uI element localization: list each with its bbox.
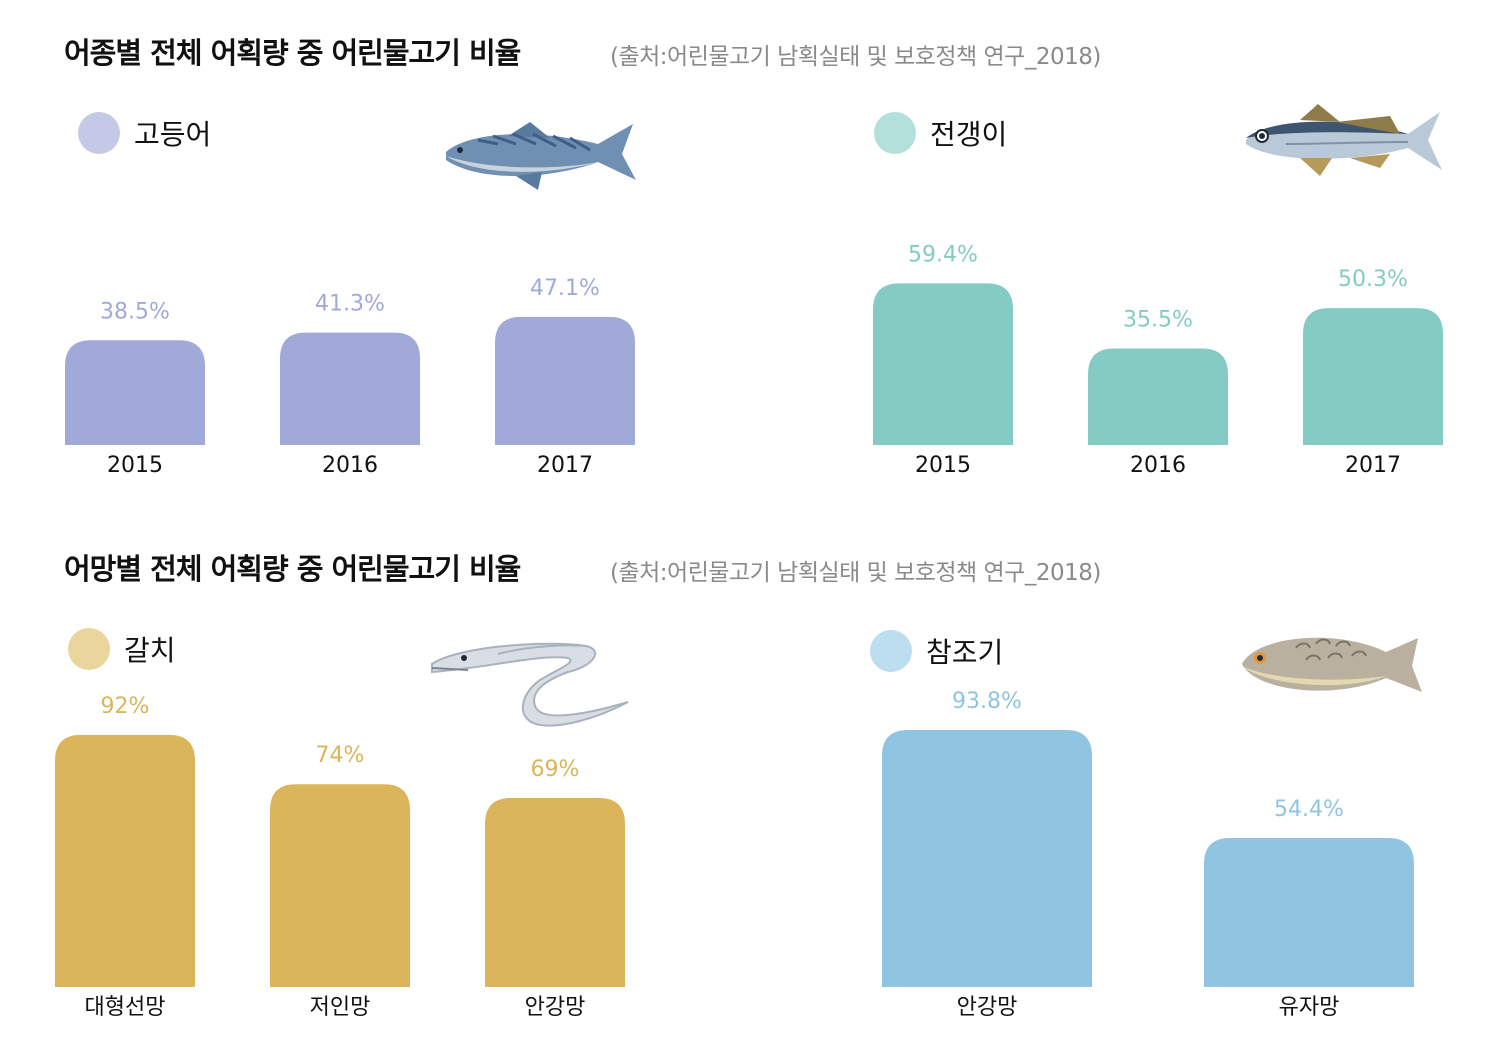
chart-croaker: 93.8% 안강망 54.4% 유자망 [882, 689, 1414, 1020]
category-label: 2015 [107, 453, 163, 478]
bar-2 [1303, 308, 1443, 445]
category-label: 2016 [1130, 453, 1186, 478]
bar-0 [873, 283, 1013, 445]
legend-label-hairtail: 갈치 [124, 634, 176, 667]
legend-hairtail: 갈치 [68, 628, 176, 670]
bar-2 [485, 797, 625, 987]
bar-value-label: 54.4% [1274, 797, 1344, 822]
chart-mackerel: 38.5% 2015 41.3% 2016 47.1% 2017 [65, 276, 635, 478]
bar-value-label: 59.4% [908, 242, 978, 267]
section-source-species: (출처:어린물고기 남획실태 및 보호정책 연구_2018) [610, 44, 1101, 70]
legend-croaker: 참조기 [870, 630, 1003, 672]
legend-label-horse-mackerel: 전갱이 [930, 118, 1008, 151]
category-label: 2017 [1345, 453, 1401, 478]
bar-0 [65, 340, 205, 445]
category-label: 2015 [915, 453, 971, 478]
bar-0 [55, 734, 195, 987]
croaker-icon [1242, 637, 1422, 692]
hairtail-icon [431, 642, 629, 727]
horse-mackerel-icon [1246, 104, 1442, 176]
legend-dot-croaker [870, 630, 912, 672]
legend-label-croaker: 참조기 [926, 636, 1004, 669]
chart-horse-mackerel: 59.4% 2015 35.5% 2016 50.3% 2017 [873, 242, 1443, 478]
chart-hairtail: 92% 대형선망 74% 저인망 69% 안강망 [55, 694, 625, 1020]
bar-1 [270, 784, 410, 987]
bar-1 [1088, 348, 1228, 445]
bar-1 [1204, 837, 1414, 987]
category-label: 안강망 [957, 995, 1018, 1020]
bar-value-label: 74% [316, 743, 365, 768]
legend-horse-mackerel: 전갱이 [874, 112, 1007, 154]
category-label: 2016 [322, 453, 378, 478]
legend-dot-horse-mackerel [874, 112, 916, 154]
category-label: 저인망 [310, 995, 371, 1020]
section-title-species: 어종별 전체 어획량 중 어린물고기 비율 [64, 36, 521, 70]
bar-value-label: 47.1% [530, 276, 600, 301]
legend-mackerel: 고등어 [78, 112, 211, 154]
bar-value-label: 92% [101, 694, 150, 719]
bar-value-label: 50.3% [1338, 267, 1408, 292]
legend-label-mackerel: 고등어 [134, 118, 212, 151]
bar-value-label: 69% [531, 757, 580, 782]
bar-2 [495, 316, 635, 445]
bar-value-label: 41.3% [315, 292, 385, 317]
bar-1 [280, 332, 420, 445]
bar-value-label: 35.5% [1123, 307, 1193, 332]
legend-dot-mackerel [78, 112, 120, 154]
category-label: 대형선망 [85, 995, 166, 1020]
bar-value-label: 93.8% [952, 689, 1022, 714]
section-source-net: (출처:어린물고기 남획실태 및 보호정책 연구_2018) [610, 560, 1101, 586]
bar-value-label: 38.5% [100, 299, 170, 324]
category-label: 2017 [537, 453, 593, 478]
section-title-net: 어망별 전체 어획량 중 어린물고기 비율 [64, 552, 521, 586]
bar-0 [882, 729, 1092, 987]
mackerel-icon [446, 122, 636, 190]
legend-dot-hairtail [68, 628, 110, 670]
category-label: 안강망 [525, 995, 586, 1020]
category-label: 유자망 [1279, 995, 1340, 1020]
